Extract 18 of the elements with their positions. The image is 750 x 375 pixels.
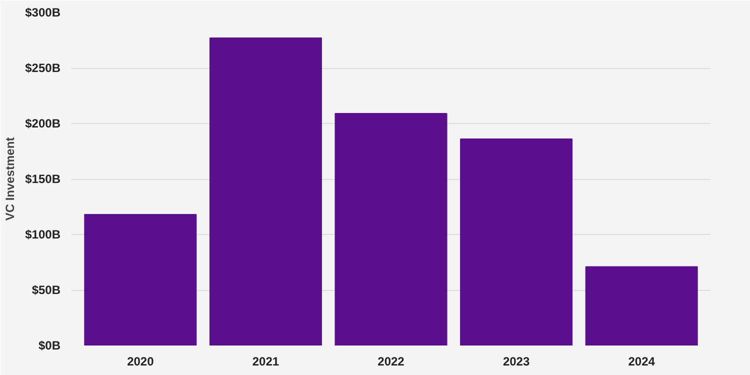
x-tick-label: 2022 <box>378 354 405 368</box>
y-tick-label: $100B <box>25 228 61 242</box>
bar <box>585 266 698 346</box>
y-tick-label: $150B <box>25 172 61 186</box>
bar <box>460 138 573 346</box>
y-axis-title: VC Investment <box>3 137 18 221</box>
y-tick-label: $50B <box>32 283 61 297</box>
y-tick-label: $0B <box>38 338 61 352</box>
y-tick-label: $300B <box>25 6 61 20</box>
x-tick-label: 2023 <box>502 354 530 368</box>
bar <box>209 38 322 346</box>
bar <box>334 113 448 346</box>
bar <box>84 214 197 346</box>
x-tick-label: 2020 <box>127 354 154 368</box>
x-tick-label: 2021 <box>252 354 280 368</box>
x-tick-label: 2024 <box>628 354 656 368</box>
y-tick-label: $250B <box>25 61 61 75</box>
y-tick-label: $200B <box>25 116 61 130</box>
